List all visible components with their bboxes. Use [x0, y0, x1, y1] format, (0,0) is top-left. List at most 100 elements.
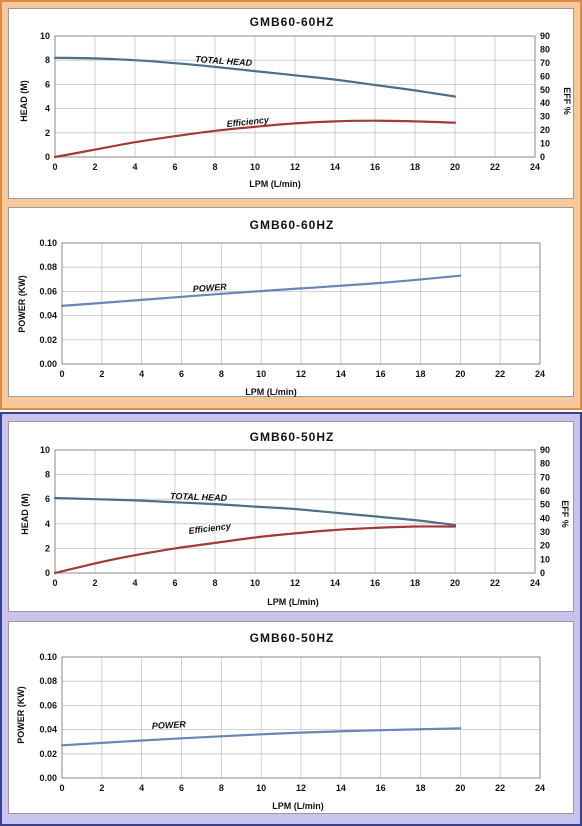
y2-tick-label: 60: [540, 71, 550, 81]
x-tick-label: 0: [59, 369, 64, 379]
x-tick-label: 22: [490, 162, 500, 172]
y2-tick-label: 30: [540, 112, 550, 122]
series-line-total-head: [53, 496, 457, 527]
x-tick-label: 18: [415, 369, 425, 379]
x-tick-label: 8: [212, 162, 217, 172]
y2-tick-label: 40: [540, 513, 550, 523]
y-axis-label: HEAD (M): [20, 493, 30, 535]
series-line-efficiency: [53, 525, 457, 575]
y-tick-label: 0.10: [39, 238, 57, 248]
x-tick-label: 6: [179, 369, 184, 379]
x-tick-label: 20: [455, 369, 465, 379]
x-tick-label: 12: [296, 783, 306, 793]
y2-tick-label: 30: [540, 527, 550, 537]
y-tick-label: 0: [45, 152, 50, 162]
series-label-power: POWER: [192, 282, 227, 294]
y-tick-label: 8: [45, 55, 50, 65]
x-tick-label: 12: [290, 578, 300, 588]
plot-frame: [61, 242, 541, 365]
y-tick-label: 0.02: [39, 335, 57, 345]
y-tick-label: 0: [45, 568, 50, 578]
y-tick-label: 0.04: [39, 725, 57, 735]
x-tick-label: 4: [139, 783, 144, 793]
x-tick-label: 4: [132, 162, 137, 172]
y2-tick-label: 20: [540, 541, 550, 551]
y-tick-label: 6: [45, 79, 50, 89]
x-tick-label: 6: [172, 578, 177, 588]
x-axis-label: LPM (L/min): [272, 801, 324, 811]
y-tick-label: 0.08: [39, 262, 57, 272]
y2-tick-label: 10: [540, 554, 550, 564]
x-tick-label: 24: [535, 783, 545, 793]
y2-tick-label: 90: [540, 445, 550, 455]
x-tick-label: 20: [450, 578, 460, 588]
x-tick-label: 8: [219, 783, 224, 793]
y2-tick-label: 70: [540, 58, 550, 68]
y2-axis-label: EFF %: [560, 500, 570, 528]
x-tick-label: 6: [179, 783, 184, 793]
chart-60hz-power-svg: GMB60-60HZ LPM (L/min) POWER (KW) POWER …: [17, 218, 545, 397]
y-tick-label: 0.04: [39, 311, 57, 321]
x-tick-label: 8: [212, 578, 217, 588]
chart-60hz-head: GMB60-60HZ LPM (L/min) HEAD (M) EFF % TO…: [8, 8, 574, 199]
y2-tick-label: 0: [540, 152, 545, 162]
y2-tick-label: 90: [540, 31, 550, 41]
y-tick-label: 2: [45, 128, 50, 138]
x-tick-label: 14: [330, 578, 340, 588]
y2-tick-label: 60: [540, 486, 550, 496]
x-tick-label: 8: [219, 369, 224, 379]
y-tick-label: 0.10: [39, 652, 57, 662]
x-tick-label: 18: [415, 783, 425, 793]
x-tick-label: 18: [410, 162, 420, 172]
series-label-efficiency: Efficiency: [188, 521, 232, 536]
chart-60hz-head-svg: GMB60-60HZ LPM (L/min) HEAD (M) EFF % TO…: [19, 15, 572, 189]
chart-60hz-power: GMB60-60HZ LPM (L/min) POWER (KW) POWER …: [8, 207, 574, 397]
y2-tick-label: 10: [540, 139, 550, 149]
x-tick-label: 12: [296, 369, 306, 379]
y-tick-label: 0.00: [39, 773, 57, 783]
x-tick-label: 4: [132, 578, 137, 588]
x-tick-label: 16: [370, 162, 380, 172]
y2-tick-label: 20: [540, 125, 550, 135]
series-line-efficiency: [53, 119, 457, 159]
x-tick-label: 4: [139, 369, 144, 379]
series-line-power: [60, 727, 462, 747]
y-tick-label: 0.00: [39, 359, 57, 369]
x-tick-label: 18: [410, 578, 420, 588]
x-tick-label: 20: [450, 162, 460, 172]
x-tick-label: 22: [495, 369, 505, 379]
x-tick-label: 14: [330, 162, 340, 172]
x-tick-label: 10: [250, 578, 260, 588]
x-tick-label: 20: [455, 783, 465, 793]
y-axis-label: POWER (KW): [17, 275, 27, 333]
plot-frame: [54, 35, 536, 158]
series-label-power: POWER: [152, 719, 187, 731]
x-axis-label: LPM (L/min): [267, 597, 319, 607]
chart-title: GMB60-60HZ: [250, 15, 335, 29]
series-line-total-head: [53, 56, 457, 98]
chart-title: GMB60-50HZ: [250, 430, 335, 444]
x-tick-label: 0: [59, 783, 64, 793]
y-tick-label: 0.06: [39, 700, 57, 710]
y-tick-label: 0.02: [39, 749, 57, 759]
chart-50hz-power: GMB60-50HZ LPM (L/min) POWER (KW) POWER …: [8, 621, 574, 814]
y-tick-label: 2: [45, 543, 50, 553]
series-line-power: [60, 274, 462, 307]
x-axis-label: LPM (L/min): [245, 387, 297, 397]
y-tick-label: 10: [40, 445, 50, 455]
x-tick-label: 24: [530, 578, 540, 588]
y-tick-label: 4: [45, 519, 50, 529]
y2-tick-label: 0: [540, 568, 545, 578]
series-label-total-head: TOTAL HEAD: [170, 491, 228, 503]
x-tick-label: 16: [370, 578, 380, 588]
y2-tick-label: 40: [540, 98, 550, 108]
x-tick-label: 16: [376, 369, 386, 379]
x-tick-label: 24: [535, 369, 545, 379]
chart-title: GMB60-60HZ: [250, 218, 335, 232]
series-label-total-head: TOTAL HEAD: [195, 54, 253, 68]
y-tick-label: 6: [45, 494, 50, 504]
y2-tick-label: 70: [540, 472, 550, 482]
x-tick-label: 10: [256, 369, 266, 379]
x-tick-label: 22: [495, 783, 505, 793]
x-tick-label: 0: [52, 162, 57, 172]
